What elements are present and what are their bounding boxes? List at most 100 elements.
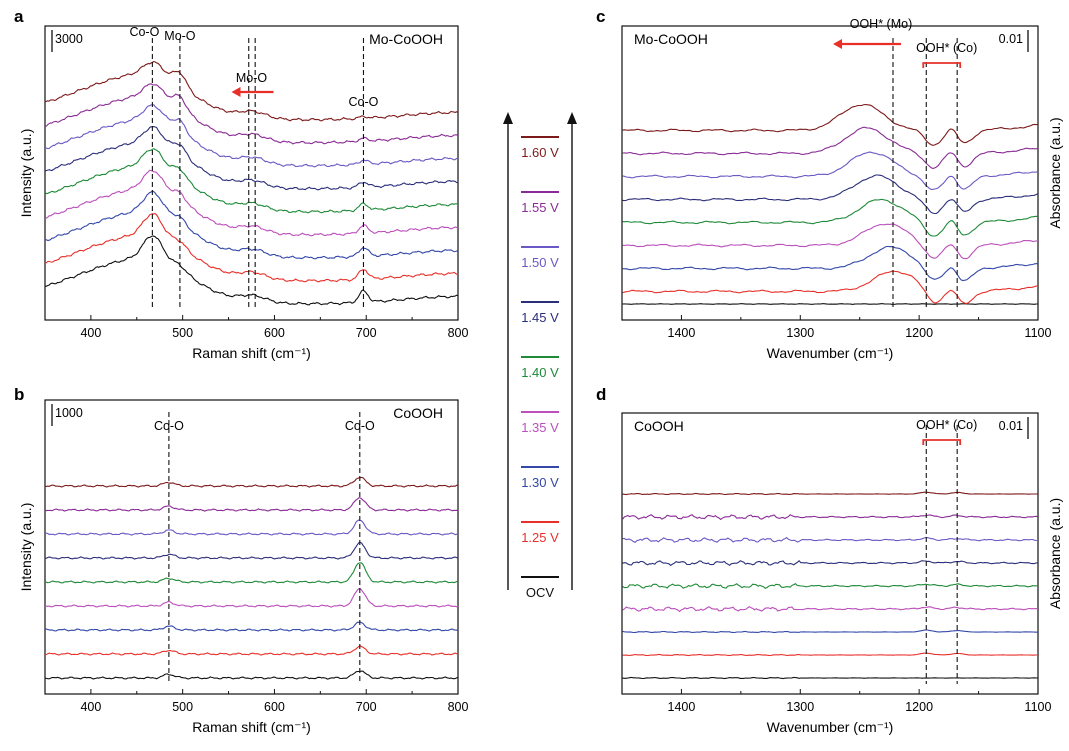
potential-arrowhead — [503, 112, 513, 124]
legend-label: 1.50 V — [521, 255, 559, 270]
series-line-1-30-v — [44, 190, 459, 260]
series-line-ocv — [622, 303, 1038, 305]
panel-c: c 1400 1300 1200 1100 Wavenumber (cm⁻¹) Absorb… — [596, 7, 1063, 361]
x-tick-label: 800 — [448, 326, 469, 340]
x-tick-label: 1300 — [786, 700, 814, 714]
series-line-1-45-v — [622, 560, 1039, 567]
shift-arrowhead — [832, 39, 842, 49]
x-tick-label: 1100 — [1025, 326, 1052, 340]
series-line-1-55-v — [44, 497, 459, 512]
scale-bar-label: 1000 — [55, 406, 83, 420]
peak-label: Mo-O — [236, 71, 268, 85]
series-line-ocv — [44, 670, 459, 680]
legend-label: 1.60 V — [521, 145, 559, 160]
series-line-1-55-v — [44, 83, 459, 145]
series-line-1-55-v — [622, 126, 1039, 169]
y-axis-title: Intensity (a.u.) — [18, 503, 34, 592]
panel-d: d 1400 1300 1200 1100 Wavenumber (cm⁻¹) Absorb… — [596, 385, 1063, 735]
series-line-1-35-v — [44, 588, 459, 608]
x-tick-label: 600 — [264, 700, 285, 714]
panel-letter: d — [596, 385, 606, 404]
plot-frame — [621, 412, 1039, 695]
series-line-1-30-v — [622, 629, 1039, 634]
x-tick-label: 1400 — [668, 700, 696, 714]
legend-label: 1.35 V — [521, 420, 559, 435]
x-tick-label: 1200 — [905, 700, 933, 714]
series-line-1-50-v — [622, 151, 1039, 190]
series-line-1-45-v — [44, 126, 459, 191]
x-axis-title: Wavenumber (cm⁻¹) — [767, 345, 894, 361]
peak-bracket — [922, 439, 962, 445]
series-line-1-60-v — [44, 476, 459, 488]
peak-label: Co-O — [349, 95, 379, 109]
plot-frame — [621, 25, 1039, 321]
x-tick-label: 700 — [356, 700, 377, 714]
x-tick-label: 800 — [448, 700, 469, 714]
scale-bar-label: 0.01 — [999, 32, 1023, 46]
plot-frame — [44, 399, 459, 695]
panel-letter: c — [596, 7, 605, 26]
series-line-1-40-v — [44, 562, 459, 584]
x-tick-label: 500 — [172, 700, 193, 714]
legend-label: 1.55 V — [521, 200, 559, 215]
legend-label: 1.40 V — [521, 365, 559, 380]
series-line-1-60-v — [622, 103, 1038, 146]
series-line-1-25-v — [622, 270, 1039, 305]
series-line-1-40-v — [622, 583, 1039, 589]
series-line-1-40-v — [44, 148, 458, 214]
peak-label: Co-O — [345, 419, 375, 433]
series-line-1-30-v — [622, 245, 1039, 282]
plot-frame — [44, 25, 459, 321]
x-tick-label: 1400 — [668, 326, 696, 340]
sample-label: CoOOH — [634, 418, 684, 434]
y-axis-title: Absorbance (a.u.) — [1047, 498, 1063, 609]
sample-label: Mo-CoOOH — [369, 31, 443, 47]
series-line-ocv — [622, 676, 1039, 680]
x-tick-label: 500 — [172, 326, 193, 340]
legend-label: 1.45 V — [521, 310, 559, 325]
panel-b: b 400 500 600 700 800 Raman shift (cm⁻¹) Intens… — [14, 385, 468, 735]
scale-bar-label: 0.01 — [999, 419, 1023, 433]
series-line-1-25-v — [44, 212, 459, 283]
sample-label: CoOOH — [393, 405, 443, 421]
voltage-legend: 1.60 V 1.55 V 1.50 V 1.45 V 1.40 V 1.35 V 1.30… — [503, 112, 577, 600]
x-tick-label: 700 — [356, 326, 377, 340]
peak-bracket — [922, 62, 962, 68]
x-axis-title: Raman shift (cm⁻¹) — [192, 719, 311, 735]
x-tick-label: 1300 — [786, 326, 814, 340]
series-line-1-55-v — [622, 513, 1039, 521]
series-line-1-45-v — [622, 174, 1039, 215]
panel-letter: b — [14, 385, 24, 404]
shift-arrowhead — [231, 87, 241, 97]
series-line-1-35-v — [622, 223, 1039, 260]
x-tick-label: 600 — [264, 326, 285, 340]
series-line-1-60-v — [622, 491, 1039, 496]
panels: a 400 500 600 700 800 Raman shift (cm⁻¹) Intens… — [14, 7, 1063, 735]
potential-arrowhead — [567, 112, 577, 124]
x-tick-label: 1200 — [905, 326, 933, 340]
x-tick-label: 400 — [80, 326, 101, 340]
series-line-1-35-v — [622, 606, 1039, 613]
peak-label: OOH* (Co) — [916, 418, 977, 432]
legend-label: OCV — [526, 585, 555, 600]
y-axis-title: Absorbance (a.u.) — [1047, 117, 1063, 228]
peak-label: OOH* (Co) — [916, 41, 977, 55]
series-line-1-50-v — [45, 519, 459, 536]
series-line-1-25-v — [622, 652, 1039, 657]
peak-label: Mo-O — [164, 29, 196, 43]
x-axis-title: Wavenumber (cm⁻¹) — [767, 719, 894, 735]
sample-label: Mo-CoOOH — [634, 31, 708, 47]
series-line-1-50-v — [44, 104, 459, 168]
series-line-1-45-v — [44, 541, 459, 560]
series-line-1-50-v — [622, 536, 1039, 543]
legend-label: 1.25 V — [521, 530, 559, 545]
y-axis-title: Intensity (a.u.) — [18, 129, 34, 218]
x-tick-label: 1100 — [1025, 700, 1052, 714]
scale-bar-label: 3000 — [55, 32, 83, 46]
x-tick-label: 400 — [80, 700, 101, 714]
peak-label: OOH* (Mo) — [850, 17, 913, 31]
peak-label: Co-O — [129, 25, 159, 39]
panel-a: a 400 500 600 700 800 Raman shift (cm⁻¹) Intens… — [14, 7, 468, 361]
series-line-ocv — [44, 235, 459, 306]
